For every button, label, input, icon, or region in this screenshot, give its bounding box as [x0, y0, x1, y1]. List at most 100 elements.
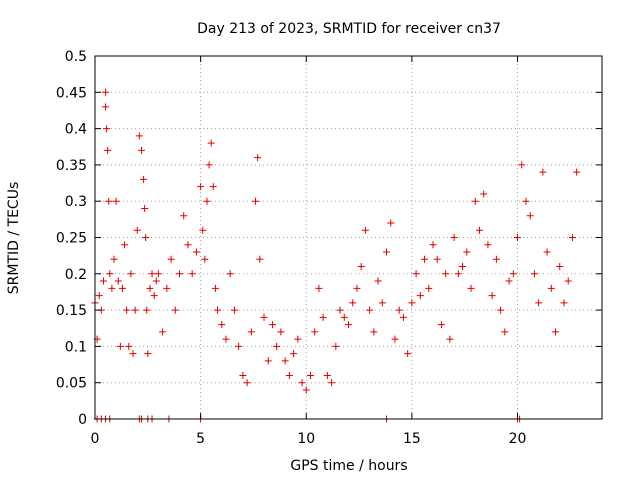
data-point: [556, 263, 564, 271]
grid-lines: [95, 56, 602, 419]
data-point: [143, 306, 151, 314]
data-point: [207, 139, 215, 147]
data-point: [171, 306, 179, 314]
x-tick-label: 15: [403, 431, 421, 447]
data-point: [277, 328, 285, 336]
y-tick-label: 0: [78, 412, 87, 428]
data-point: [211, 284, 219, 292]
data-point: [95, 292, 103, 300]
data-point: [214, 306, 222, 314]
y-tick-label: 0.25: [56, 231, 87, 247]
data-point: [285, 371, 293, 379]
data-points: [91, 88, 581, 423]
data-point: [268, 321, 276, 329]
data-point: [290, 350, 298, 358]
data-point: [152, 277, 160, 285]
data-point: [404, 350, 412, 358]
data-point: [260, 313, 268, 321]
data-point: [121, 241, 129, 249]
data-point: [552, 328, 560, 336]
y-tick-label: 0.4: [65, 122, 87, 138]
data-point: [222, 335, 230, 343]
y-tick-label: 0.15: [56, 303, 87, 319]
data-point: [180, 212, 188, 220]
data-point: [425, 284, 433, 292]
data-point: [467, 284, 475, 292]
data-point: [340, 313, 348, 321]
data-point: [535, 299, 543, 307]
data-point: [281, 357, 289, 365]
data-point: [137, 146, 145, 154]
data-point: [209, 183, 217, 191]
data-point: [412, 270, 420, 278]
data-point: [163, 284, 171, 292]
data-point: [192, 248, 200, 256]
data-point: [357, 263, 365, 271]
data-point: [230, 306, 238, 314]
data-point: [273, 342, 281, 350]
y-tick-label: 0.3: [65, 194, 87, 210]
data-point: [235, 342, 243, 350]
data-point: [332, 342, 340, 350]
data-point: [226, 270, 234, 278]
axis-ticks: [94, 55, 602, 420]
data-point: [131, 306, 139, 314]
data-point: [530, 270, 538, 278]
data-point: [514, 234, 521, 241]
data-point: [395, 306, 403, 314]
data-point: [116, 342, 124, 350]
data-point: [319, 313, 327, 321]
data-point: [141, 204, 149, 212]
data-point: [298, 379, 306, 387]
data-point: [306, 371, 314, 379]
data-point: [201, 255, 209, 263]
data-point: [197, 183, 205, 191]
data-point: [408, 299, 416, 307]
data-point: [345, 321, 352, 329]
data-point: [454, 270, 462, 278]
data-point: [112, 197, 120, 205]
data-point: [123, 306, 131, 314]
data-point: [218, 321, 226, 329]
data-point: [104, 146, 112, 154]
data-point: [488, 292, 496, 300]
data-point: [526, 212, 534, 220]
data-point: [399, 313, 407, 321]
data-point: [184, 241, 192, 249]
data-point: [505, 277, 513, 285]
x-tick-label: 5: [196, 431, 205, 447]
data-point: [114, 277, 122, 285]
data-point: [328, 379, 336, 387]
data-point: [433, 255, 441, 263]
chart-title: Day 213 of 2023, SRMTID for receiver cn3…: [197, 21, 501, 37]
x-axis-label: GPS time / hours: [290, 458, 407, 474]
data-point: [154, 270, 162, 278]
data-point: [146, 284, 154, 292]
data-point: [370, 328, 378, 336]
data-point: [188, 270, 196, 278]
data-point: [336, 306, 344, 314]
data-point: [127, 270, 135, 278]
data-point: [539, 168, 547, 176]
data-point: [501, 328, 509, 336]
data-point: [568, 234, 576, 241]
x-tick-label: 20: [509, 431, 527, 447]
data-point: [518, 161, 526, 169]
data-point: [99, 277, 107, 285]
data-point: [118, 284, 126, 292]
data-point: [492, 255, 500, 263]
data-point: [378, 299, 386, 307]
data-point: [103, 125, 111, 133]
data-point: [509, 270, 517, 278]
data-point: [450, 234, 458, 241]
data-point: [391, 335, 399, 343]
data-point: [105, 197, 113, 205]
data-point: [497, 306, 505, 314]
data-point: [125, 342, 133, 350]
y-tick-label: 0.5: [65, 49, 87, 65]
data-point: [205, 161, 213, 169]
data-point: [142, 234, 150, 241]
data-point: [446, 335, 454, 343]
data-point: [135, 132, 143, 140]
